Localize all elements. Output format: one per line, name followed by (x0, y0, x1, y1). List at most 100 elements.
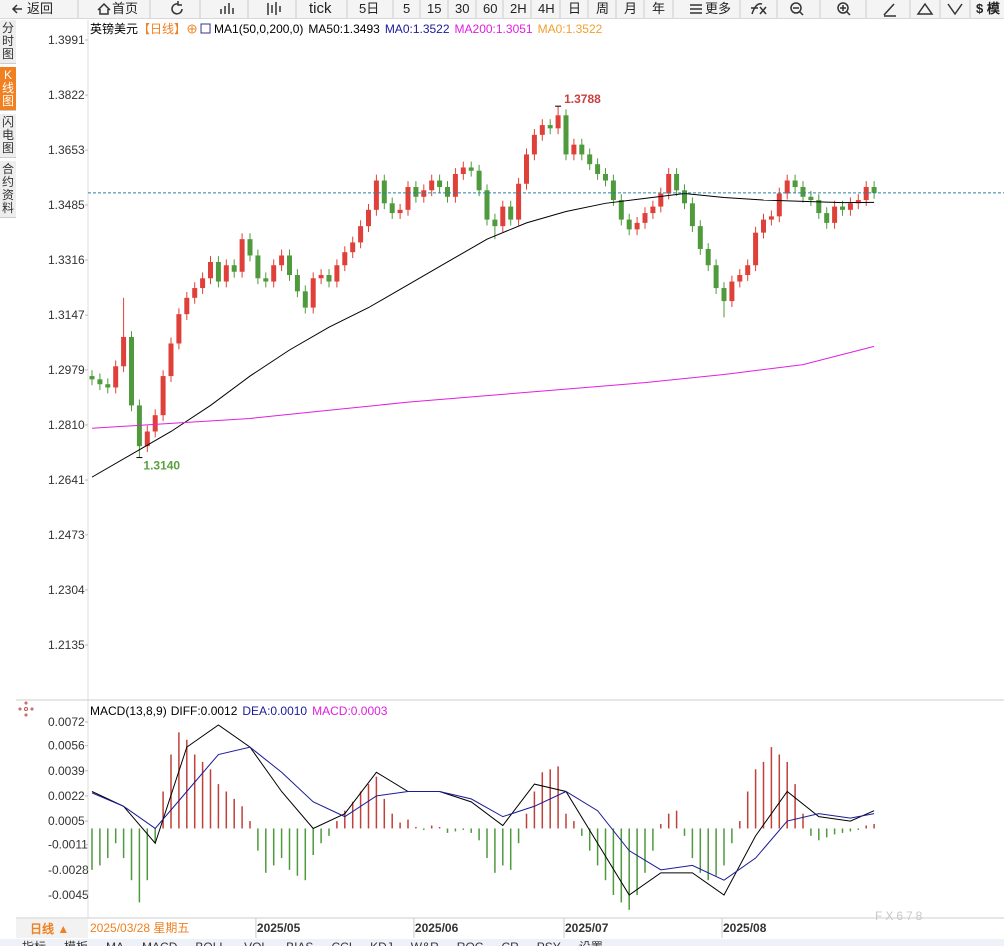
candle-body (555, 115, 561, 129)
candle-body (113, 366, 119, 388)
side-tab[interactable]: K线图 (0, 67, 16, 111)
candle-body (287, 255, 292, 276)
indicator-tab[interactable]: VOL (244, 940, 268, 946)
candle-body (516, 183, 522, 220)
candle-body (129, 336, 134, 406)
macd-bar (336, 821, 338, 829)
period-selector: 日线 ▲ (30, 921, 69, 936)
candle-body (689, 203, 695, 227)
y-tick-label: 0.0039 (48, 764, 85, 778)
macd-bar (873, 824, 875, 829)
toolbar-button[interactable]: 更多 (705, 1, 732, 16)
toolbar-button[interactable]: 15 (427, 1, 442, 16)
toolbar-button[interactable]: $ 模 (976, 1, 1000, 16)
legend-item: MA1(50,0,200,0) (214, 22, 303, 36)
indicator-tab[interactable]: ROC (457, 940, 484, 946)
legend-item: DEA:0.0010 (242, 704, 307, 718)
toolbar-button[interactable]: 返回 (27, 1, 54, 16)
indicator-tab[interactable]: BOLL (195, 940, 226, 946)
macd-bar (462, 828, 465, 830)
toolbar-button[interactable]: 周 (596, 1, 610, 16)
macd-bar (280, 828, 283, 859)
indicator-tab[interactable]: 设置 (579, 940, 603, 946)
side-tab[interactable]: 闪电图 (0, 114, 16, 158)
macd-bar (707, 828, 709, 881)
indicator-tab[interactable]: W&R (411, 940, 439, 946)
indicator-tab[interactable]: MA (106, 940, 124, 946)
indicator-tab[interactable]: CCI (331, 940, 352, 946)
indicator-tab[interactable]: MACD (142, 940, 178, 946)
macd-bar (423, 828, 425, 830)
macd-bar (138, 828, 141, 903)
indicator-tab[interactable]: 指标 (22, 939, 46, 946)
macd-bar (383, 798, 386, 829)
macd-bar (415, 826, 417, 829)
macd-bar (478, 828, 480, 841)
candle-body (571, 144, 577, 155)
period-box (16, 919, 88, 938)
toolbar-button[interactable]: 60 (483, 1, 498, 16)
candle-body (610, 180, 616, 201)
indicator-line (91, 345, 875, 429)
candle-body (500, 206, 506, 227)
toolbar-button[interactable]: 4H (538, 1, 555, 16)
candle-body (445, 187, 450, 197)
macd-bar (604, 828, 607, 881)
y-tick-label: 1.3316 (48, 253, 85, 267)
macd-bar (430, 825, 433, 829)
candle-body (279, 255, 285, 266)
macd-bar (723, 828, 725, 866)
macd-bar (660, 824, 662, 829)
candle-body (176, 314, 182, 344)
candle-body (595, 164, 601, 174)
candle-body (358, 226, 364, 243)
legend-item: MA200:1.3051 (455, 22, 533, 36)
macd-bar (731, 828, 733, 844)
macd-bar (565, 813, 567, 829)
toolbar-button[interactable]: 月 (624, 1, 638, 16)
panel-title: MACD(13,8,9) (90, 704, 167, 718)
candle-body (579, 144, 585, 155)
toolbar-button[interactable]: 30 (455, 1, 470, 16)
candle-body (524, 154, 529, 184)
macd-bar (375, 776, 378, 829)
toolbar-button[interactable]: 日 (568, 1, 582, 16)
candle-body (784, 180, 790, 194)
macd-bar (849, 828, 852, 832)
candle-body (847, 203, 853, 210)
toolbar-button[interactable]: 2H (510, 1, 527, 16)
candle-body (800, 187, 806, 197)
macd-bar (715, 828, 717, 876)
x-tick-label: 2025/08 (723, 921, 767, 935)
candle-body (421, 190, 427, 197)
macd-bar (288, 828, 291, 870)
indicator-tab[interactable]: KDJ (370, 940, 393, 946)
toolbar-button[interactable]: tick (309, 0, 332, 17)
macd-bar (810, 828, 812, 836)
side-tab[interactable]: 分时图 (0, 20, 16, 64)
macd-bar (391, 813, 393, 829)
candle-body (105, 384, 111, 388)
side-tab[interactable]: 合约资料 (0, 161, 16, 218)
toolbar-button[interactable]: 年 (652, 1, 666, 16)
indicator-tab[interactable]: BIAS (286, 940, 313, 946)
macd-bar (296, 828, 299, 876)
candle-body (761, 219, 766, 233)
macd-bar (233, 798, 235, 829)
macd-bar (778, 754, 781, 829)
indicator-tab[interactable]: 模板 (64, 940, 88, 946)
toolbar-button[interactable]: 5日 (359, 1, 380, 16)
macd-bar (328, 828, 330, 836)
macd-bar (186, 739, 188, 829)
indicator-tab[interactable]: CR (501, 940, 519, 946)
toolbar-button[interactable]: 5 (403, 1, 411, 16)
toolbar-button[interactable]: 首页 (112, 1, 139, 16)
macd-bar (407, 819, 409, 829)
macd-bar (581, 828, 583, 836)
tab-strip (0, 939, 1004, 946)
y-tick-label: 0.0022 (48, 789, 85, 803)
macd-bar (193, 754, 196, 829)
indicator-tab[interactable]: PSY (537, 940, 561, 946)
x-tick-label: 2025/06 (415, 921, 459, 935)
macd-bar (644, 828, 646, 873)
